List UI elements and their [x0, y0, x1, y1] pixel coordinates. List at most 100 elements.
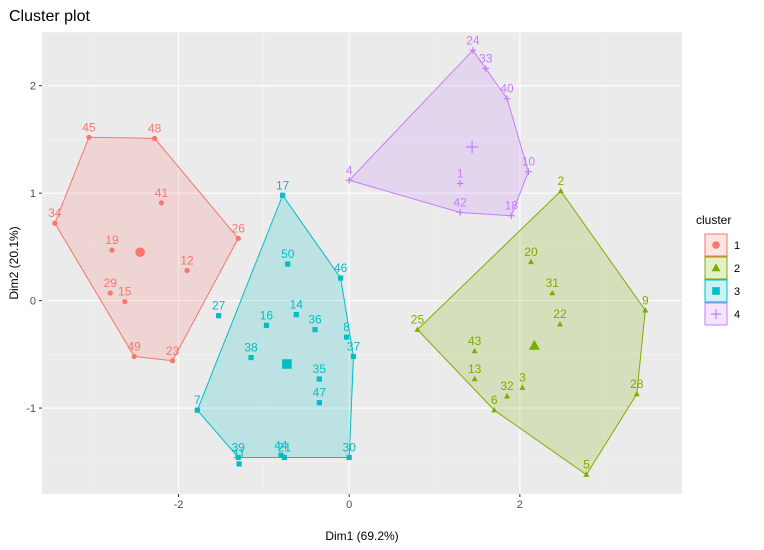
point-label: 41	[155, 186, 169, 200]
x-tick-label: 2	[517, 499, 523, 511]
cluster-2-point	[414, 326, 421, 332]
point-label: 40	[500, 82, 514, 96]
y-axis-ticks: -1 0 1 2	[26, 81, 42, 415]
point-label: 38	[244, 341, 258, 355]
point-label: 30	[343, 440, 357, 454]
cluster-4-point	[525, 168, 532, 176]
point-label: 26	[232, 221, 246, 235]
legend-symbol-1	[712, 241, 720, 249]
point-label: 33	[479, 52, 493, 66]
cluster-centers	[135, 140, 540, 369]
cluster-4-point	[507, 212, 515, 220]
plot-panel	[42, 32, 682, 494]
minor-gridlines	[42, 31, 682, 494]
point-label: 23	[166, 344, 180, 358]
chart-title: Cluster plot	[9, 8, 90, 25]
cluster-1-point	[158, 200, 165, 206]
point-label: 3	[519, 371, 526, 385]
cluster-3-point	[312, 327, 318, 333]
y-axis-title: Dim2 (20.1%)	[7, 226, 21, 299]
cluster-3-point	[316, 400, 322, 406]
cluster-4-point	[456, 209, 464, 216]
x-tick-label: 0	[346, 499, 352, 511]
legend-title: cluster	[696, 213, 731, 227]
y-tick-label: 1	[30, 188, 36, 200]
cluster-4-point	[456, 180, 464, 187]
point-label: 4	[346, 163, 353, 177]
legend-symbol-3	[712, 287, 720, 295]
point-label: 11	[233, 447, 246, 461]
point-label: 35	[313, 362, 327, 376]
point-label: 18	[505, 199, 519, 213]
cluster-3-point	[194, 407, 200, 413]
cluster-3-point	[316, 376, 322, 382]
cluster-2-point	[519, 384, 526, 390]
cluster-2-point	[557, 187, 564, 194]
point-label: 43	[468, 334, 482, 348]
point-label: 20	[524, 245, 538, 259]
point-label: 46	[334, 261, 348, 275]
point-label: 47	[313, 386, 327, 400]
point-label: 22	[553, 307, 567, 321]
cluster-3-point	[285, 261, 291, 267]
legend-label-3: 3	[734, 286, 740, 298]
point-label: 15	[118, 285, 132, 299]
cluster-2-point	[491, 406, 498, 413]
cluster-2-point	[471, 375, 478, 382]
point-label: 36	[308, 313, 322, 327]
cluster-4-point	[345, 176, 353, 184]
point-label: 8	[343, 320, 350, 334]
cluster-4-hull	[348, 49, 529, 217]
point-label: 50	[281, 247, 295, 261]
x-axis-title: Dim1 (69.2%)	[325, 529, 398, 543]
cluster-4-point	[503, 95, 511, 102]
point-label: 24	[466, 33, 480, 47]
cluster-points	[52, 46, 649, 477]
cluster-4-point	[469, 46, 477, 54]
y-tick-label: 0	[30, 296, 36, 308]
cluster-1-point	[131, 353, 137, 360]
cluster-3-point	[344, 334, 350, 340]
point-label: 34	[48, 206, 62, 220]
cluster-3-point	[235, 454, 241, 461]
point-label: 6	[491, 393, 498, 407]
cluster-1-center	[135, 247, 145, 258]
legend-symbol-4	[711, 309, 721, 319]
point-label: 42	[453, 196, 467, 210]
cluster-2-point	[471, 347, 478, 354]
point-label: 29	[104, 276, 118, 290]
cluster-2-point	[583, 471, 590, 477]
y-tick-label: -1	[26, 403, 36, 415]
point-label: 25	[411, 313, 425, 327]
cluster-1-point	[184, 267, 190, 274]
legend: cluster 1 2 3 4	[696, 213, 740, 326]
point-label: 21	[278, 440, 292, 454]
point-label: 5	[583, 458, 590, 472]
cluster-1-point	[122, 299, 128, 305]
x-axis-ticks: -2 0 2	[174, 494, 523, 511]
point-label: 7	[194, 393, 201, 407]
cluster-3-point	[350, 353, 357, 360]
cluster-2-point	[527, 258, 534, 265]
point-label: 14	[290, 298, 304, 312]
cluster-2-center	[528, 339, 540, 350]
point-label: 19	[105, 233, 119, 247]
cluster-3-point	[236, 461, 242, 467]
cluster-3-point	[216, 313, 222, 319]
cluster-2-point	[556, 320, 563, 327]
legend-symbol-2	[711, 263, 721, 272]
point-label: 31	[546, 276, 560, 290]
point-label: 10	[522, 155, 536, 169]
y-tick-label: 2	[30, 81, 36, 93]
point-label: 37	[347, 339, 361, 353]
point-label: 45	[82, 120, 96, 134]
cluster-3-point	[293, 311, 299, 318]
point-label: 12	[180, 254, 194, 268]
cluster-3-point	[346, 454, 352, 461]
point-label: 13	[468, 362, 482, 376]
cluster-1-point	[235, 235, 241, 241]
point-label: 27	[212, 299, 226, 313]
legend-label-2: 2	[734, 263, 740, 275]
